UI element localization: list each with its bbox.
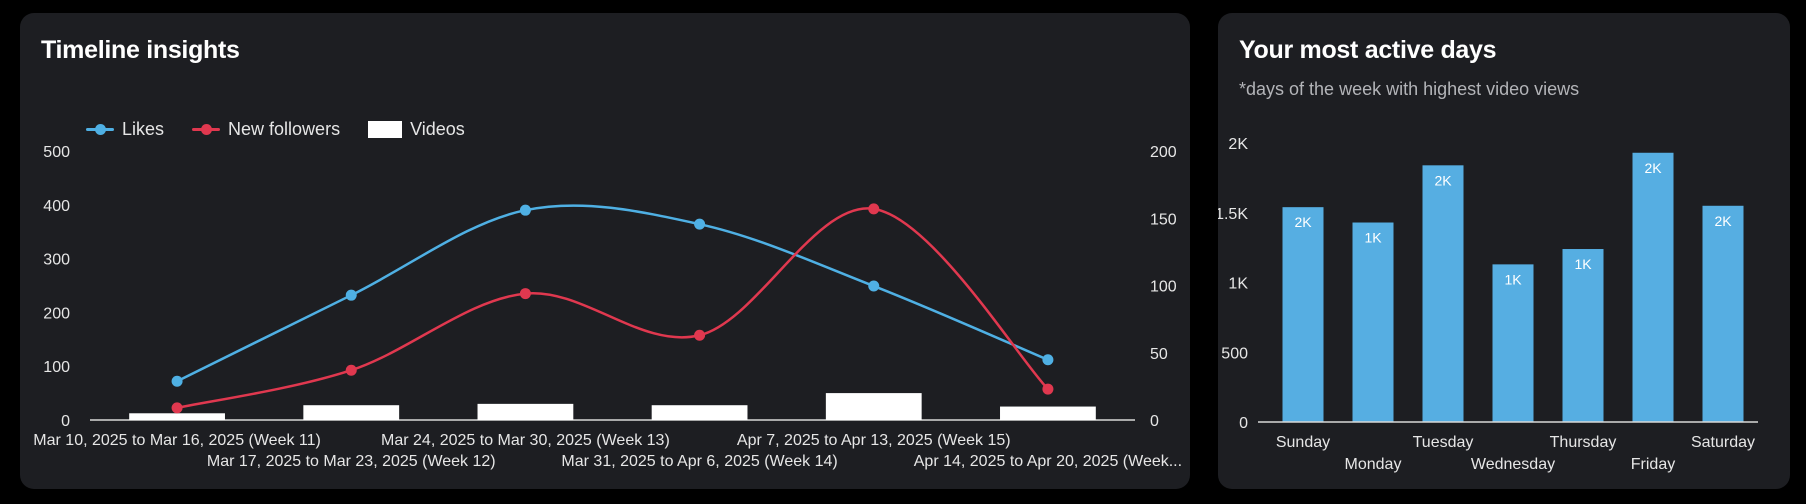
y-tick-label: 0 — [1239, 415, 1248, 432]
followers-point[interactable] — [345, 364, 357, 376]
followers-point[interactable] — [1042, 383, 1054, 395]
bar-data-label: 2K — [1714, 213, 1732, 229]
y-left-tick-label: 200 — [43, 305, 70, 322]
y-left-tick-label: 500 — [43, 144, 70, 161]
videos-bar[interactable] — [129, 413, 225, 420]
day-tick-label: Thursday — [1550, 434, 1617, 451]
active-days-subtitle: *days of the week with highest video vie… — [1239, 79, 1580, 99]
y-right-tick-label: 50 — [1150, 346, 1168, 363]
active-days-card: Your most active days *days of the week … — [1218, 13, 1790, 489]
videos-bar[interactable] — [825, 393, 922, 420]
likes-point[interactable] — [868, 280, 880, 292]
likes-point[interactable] — [171, 375, 183, 387]
videos-bar[interactable] — [1000, 406, 1096, 420]
y-tick-label: 1K — [1228, 276, 1248, 293]
followers-point[interactable] — [171, 402, 183, 414]
legend-videos-label: Videos — [410, 119, 465, 139]
legend-followers-label: New followers — [228, 119, 341, 139]
likes-point[interactable] — [694, 218, 706, 230]
x-tick-label: Mar 10, 2025 to Mar 16, 2025 (Week 11) — [33, 432, 321, 449]
timeline-insights-card: Timeline insights Likes New followers Vi… — [20, 13, 1190, 489]
likes-point[interactable] — [345, 289, 357, 301]
videos-legend-marker — [368, 121, 403, 138]
day-bar[interactable] — [1352, 222, 1394, 422]
day-bar[interactable] — [1632, 152, 1674, 422]
day-tick-label: Wednesday — [1471, 456, 1555, 473]
y-left-tick-label: 400 — [43, 198, 70, 215]
legend-likes[interactable]: Likes — [86, 119, 164, 140]
day-tick-label: Monday — [1345, 456, 1402, 473]
followers-point[interactable] — [519, 288, 531, 300]
y-right-tick-label: 0 — [1150, 413, 1159, 430]
y-tick-label: 2K — [1228, 136, 1248, 153]
y-right-tick-label: 100 — [1150, 279, 1177, 296]
x-tick-label: Apr 7, 2025 to Apr 13, 2025 (Week 15) — [737, 432, 1011, 449]
videos-bar[interactable] — [477, 403, 574, 420]
followers-point[interactable] — [694, 329, 706, 341]
videos-bar[interactable] — [651, 405, 748, 420]
active-days-title: Your most active days — [1239, 36, 1497, 64]
likes-series-line — [176, 204, 1049, 383]
bar-data-label: 1K — [1364, 230, 1382, 246]
x-tick-label: Mar 24, 2025 to Mar 30, 2025 (Week 13) — [381, 432, 670, 449]
bar-data-label: 2K — [1434, 172, 1452, 188]
legend-new-followers[interactable]: New followers — [192, 119, 340, 140]
day-bar[interactable] — [1422, 165, 1464, 422]
y-left-tick-label: 0 — [61, 413, 70, 430]
y-tick-label: 500 — [1221, 345, 1248, 362]
followers-series-line — [176, 207, 1049, 410]
followers-legend-marker — [192, 124, 221, 135]
y-tick-label: 1.5K — [1218, 206, 1248, 223]
active-days-chart: 0 500 1K 1.5K 2K 2K 1K 2K 1K 1K 2K 2K Sunday Monday Tu… — [1218, 136, 1758, 473]
bar-data-label: 1K — [1504, 271, 1522, 287]
bar-data-label: 1K — [1574, 256, 1592, 272]
day-bar[interactable] — [1492, 264, 1534, 422]
followers-point[interactable] — [868, 203, 880, 215]
timeline-chart: 0 100 200 300 400 500 0 50 100 150 200 Mar 10, 2025… — [33, 144, 1182, 470]
likes-point[interactable] — [1042, 354, 1054, 366]
day-bar[interactable] — [1562, 249, 1604, 422]
y-right-tick-label: 200 — [1150, 144, 1177, 161]
day-tick-label: Saturday — [1691, 434, 1755, 451]
y-left-tick-label: 100 — [43, 359, 70, 376]
day-tick-label: Friday — [1631, 456, 1675, 473]
videos-bar[interactable] — [303, 405, 400, 420]
day-bar[interactable] — [1702, 205, 1744, 422]
day-tick-label: Sunday — [1276, 434, 1330, 451]
y-left-tick-label: 300 — [43, 252, 70, 269]
y-right-tick-label: 150 — [1150, 211, 1177, 228]
x-tick-label: Apr 14, 2025 to Apr 20, 2025 (Week... — [914, 453, 1182, 470]
day-tick-label: Tuesday — [1413, 434, 1474, 451]
legend-likes-label: Likes — [122, 119, 165, 139]
bar-data-label: 2K — [1644, 160, 1662, 176]
legend-videos[interactable]: Videos — [368, 119, 465, 140]
x-tick-label: Mar 17, 2025 to Mar 23, 2025 (Week 12) — [207, 453, 496, 470]
timeline-legend: Likes New followers Videos — [86, 119, 465, 140]
day-bar[interactable] — [1282, 207, 1324, 422]
timeline-title: Timeline insights — [41, 36, 240, 64]
x-tick-label: Mar 31, 2025 to Apr 6, 2025 (Week 14) — [561, 453, 837, 470]
likes-legend-marker — [86, 124, 114, 135]
bar-data-label: 2K — [1294, 214, 1312, 230]
likes-point[interactable] — [519, 204, 531, 216]
